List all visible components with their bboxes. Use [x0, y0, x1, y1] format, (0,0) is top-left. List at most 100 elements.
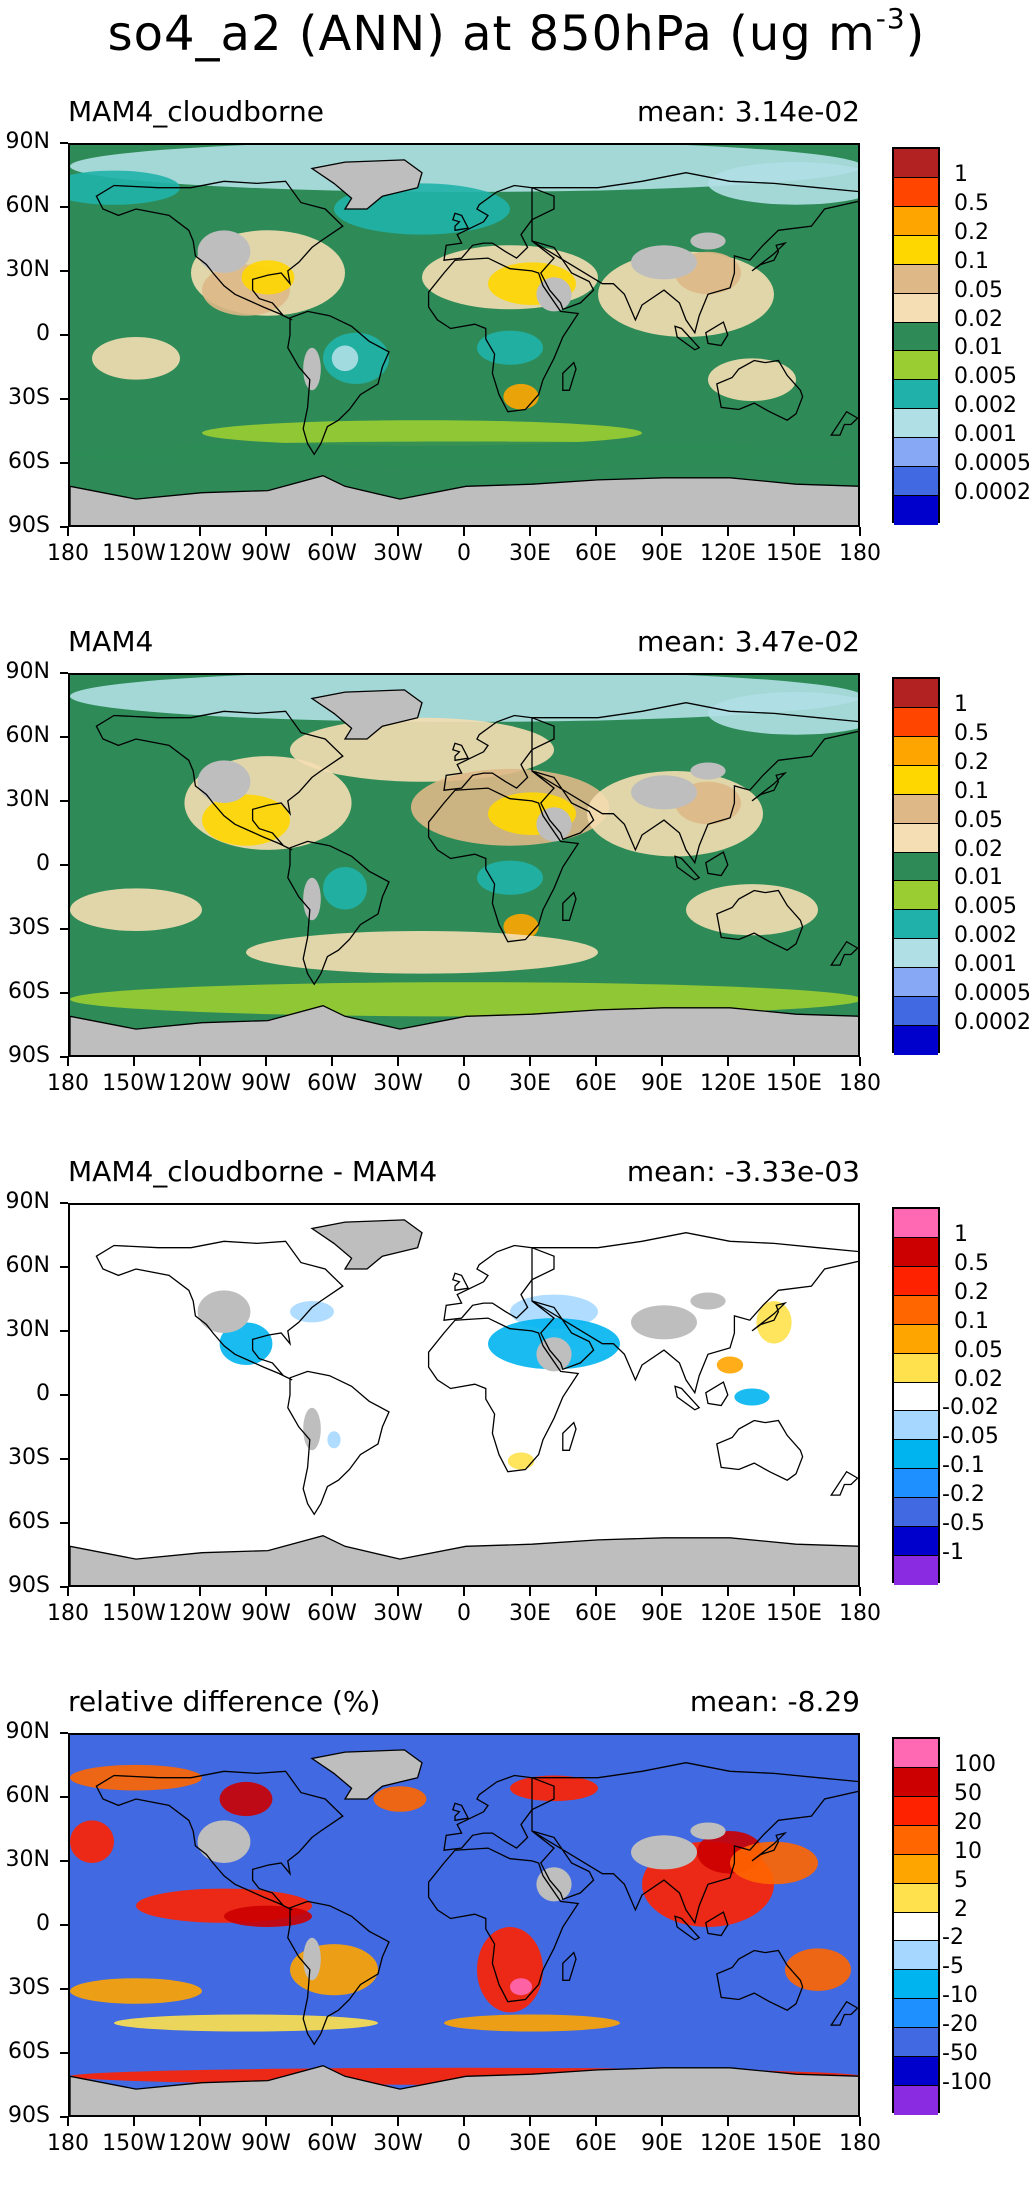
- colorbar-box: [894, 467, 938, 497]
- map-svg: [70, 1205, 858, 1585]
- colorbar-box: [894, 794, 938, 824]
- lon-tick: [199, 1587, 201, 1596]
- lat-tick: [60, 2052, 68, 2054]
- lat-tick: [60, 270, 68, 272]
- colorbar-box: [894, 1739, 938, 1768]
- lat-tick: [60, 1458, 68, 1460]
- colorbar-label: 0.001: [954, 422, 1017, 448]
- field-region: [756, 1301, 792, 1344]
- lon-tick: [529, 2117, 531, 2126]
- coastline-madagascar: [562, 1951, 577, 1981]
- colorbar-label: -0.2: [942, 1482, 985, 1508]
- lat-tick-label: 60N: [5, 193, 50, 218]
- colorbar-label: 0.01: [954, 865, 1003, 891]
- antarctica-missing: [70, 475, 858, 525]
- lat-tick: [60, 1394, 68, 1396]
- coastline-africa: [427, 1847, 580, 2003]
- lat-tick: [60, 2116, 68, 2118]
- field-region: [708, 692, 858, 735]
- lon-tick: [859, 2117, 861, 2126]
- panel-mean: mean: -8.29: [689, 1685, 860, 1718]
- panel-mean: mean: -3.33e-03: [626, 1155, 860, 1188]
- lon-tick-label: 150W: [102, 541, 166, 566]
- colorbar-box: [894, 1527, 938, 1557]
- field-region: [507, 1452, 535, 1470]
- lon-tick: [67, 1587, 69, 1596]
- lat-tick-label: 90S: [8, 2103, 50, 2128]
- lat-tick-label: 0: [36, 1381, 50, 1406]
- terrain-missing: [303, 877, 321, 921]
- colorbar: [892, 1737, 940, 2115]
- colorbar: [892, 1207, 940, 1585]
- panel-difference: MAM4_cloudborne - MAM4 mean: -3.33e-03 90N…: [0, 1155, 1033, 1675]
- lat-tick-label: 30N: [5, 257, 50, 282]
- coastline-asia: [531, 1232, 858, 1395]
- lon-tick: [199, 527, 201, 536]
- lon-tick: [661, 2117, 663, 2126]
- terrain-missing: [197, 1820, 251, 1863]
- lat-tick: [60, 206, 68, 208]
- coastline-europe: [443, 1774, 555, 1851]
- terrain-missing: [631, 1835, 697, 1870]
- colorbar-label: 1: [954, 691, 968, 717]
- lon-tick-label: 90E: [641, 541, 683, 566]
- colorbar-box: [894, 351, 938, 381]
- coastline-africa: [427, 257, 580, 413]
- field-region: [70, 675, 858, 722]
- terrain-missing: [303, 1407, 321, 1451]
- field-region: [477, 330, 543, 365]
- lat-tick-label: 60S: [8, 2039, 50, 2064]
- colorbar-box: [894, 380, 938, 410]
- lon-tick-label: 120E: [700, 2131, 756, 2156]
- lon-tick: [793, 1587, 795, 1596]
- lon-tick: [529, 1587, 531, 1596]
- lon-tick: [727, 1587, 729, 1596]
- lon-tick: [265, 1587, 267, 1596]
- antarctica-missing: [70, 2065, 858, 2115]
- coastline-borneo: [705, 1381, 729, 1407]
- lon-tick-label: 180: [47, 1071, 89, 1096]
- colorbar-box: [894, 939, 938, 969]
- coastline-uk: [451, 212, 470, 232]
- terrain-missing: [303, 1937, 321, 1981]
- coastline-newZealand: [829, 1470, 858, 1496]
- lon-tick: [199, 2117, 201, 2126]
- lon-tick: [661, 527, 663, 536]
- lat-tick-label: 0: [36, 1911, 50, 1936]
- coastline-antarctica: [70, 475, 858, 525]
- colorbar-label: 0.05: [954, 277, 1003, 303]
- lon-tick-label: 0: [457, 1601, 471, 1626]
- colorbar-label: 0.1: [954, 778, 989, 804]
- lon-tick-label: 60E: [575, 541, 617, 566]
- field-region: [92, 337, 180, 380]
- field-region: [730, 1841, 818, 1885]
- colorbar-box: [894, 2057, 938, 2087]
- lon-tick: [727, 527, 729, 536]
- colorbar-box: [894, 1353, 938, 1383]
- coastline-asia: [531, 172, 858, 335]
- colorbar-label: -0.05: [942, 1424, 999, 1450]
- field-region: [246, 931, 598, 974]
- map-background: [70, 1205, 858, 1585]
- colorbar-box: [894, 322, 938, 352]
- lat-tick-label: 60N: [5, 723, 50, 748]
- panel-title: MAM4_cloudborne - MAM4: [68, 1155, 438, 1188]
- lon-tick: [595, 1057, 597, 1066]
- colorbar-box: [894, 235, 938, 265]
- terrain-missing: [197, 230, 251, 273]
- coastline-sumatra: [674, 325, 701, 351]
- colorbar-label: 10: [954, 1838, 982, 1864]
- lon-tick: [67, 527, 69, 536]
- colorbar-label: 0.002: [954, 393, 1017, 419]
- lon-tick-label: 0: [457, 2131, 471, 2156]
- coastline-sumatra: [674, 855, 701, 881]
- colorbar-label: -10: [942, 1983, 978, 2009]
- coastline-northAmerica: [95, 710, 344, 851]
- coastline-australia: [716, 359, 804, 421]
- terrain-missing: [631, 775, 697, 810]
- colorbar-label: 0.5: [954, 720, 989, 746]
- coastline-uk: [451, 1272, 470, 1292]
- lon-tick-label: 30E: [509, 1601, 551, 1626]
- lat-tick: [60, 526, 68, 528]
- lon-tick-label: 120W: [168, 2131, 232, 2156]
